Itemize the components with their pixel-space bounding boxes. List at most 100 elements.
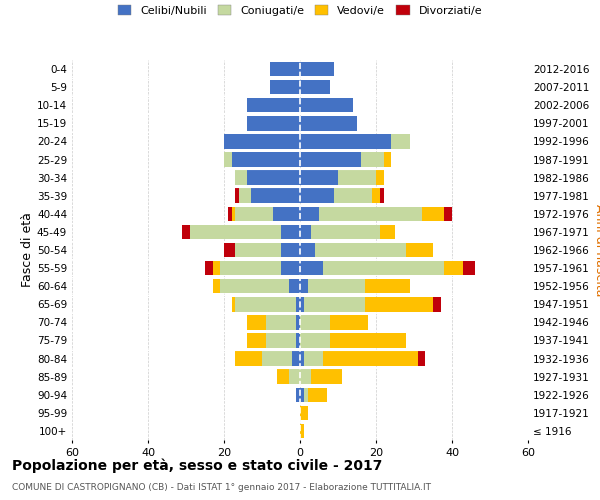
Bar	[300, 80, 331, 94]
Bar	[300, 424, 304, 438]
Bar	[228, 206, 232, 221]
Bar	[372, 188, 380, 203]
Bar	[224, 243, 235, 257]
Bar	[406, 243, 433, 257]
Bar	[304, 388, 308, 402]
Bar	[266, 315, 296, 330]
Bar	[300, 388, 304, 402]
Bar	[300, 297, 304, 312]
Bar	[296, 388, 300, 402]
Bar	[304, 297, 365, 312]
Bar	[232, 206, 235, 221]
Bar	[308, 388, 326, 402]
Bar	[445, 206, 452, 221]
Y-axis label: Anni di nascita: Anni di nascita	[593, 204, 600, 296]
Bar	[296, 315, 300, 330]
Bar	[292, 352, 300, 366]
Bar	[289, 370, 300, 384]
Bar	[212, 261, 220, 276]
Bar	[315, 243, 406, 257]
Bar	[338, 170, 376, 185]
Bar	[235, 297, 296, 312]
Bar	[289, 279, 300, 293]
Bar	[235, 352, 262, 366]
Bar	[235, 206, 274, 221]
Bar	[365, 279, 410, 293]
Bar	[251, 188, 300, 203]
Bar	[319, 206, 422, 221]
Bar	[383, 152, 391, 167]
Bar	[274, 206, 300, 221]
Bar	[300, 333, 331, 347]
Bar	[281, 261, 300, 276]
Bar	[300, 243, 315, 257]
Bar	[277, 370, 289, 384]
Bar	[391, 134, 410, 148]
Legend: Celibi/Nubili, Coniugati/e, Vedovi/e, Divorziati/e: Celibi/Nubili, Coniugati/e, Vedovi/e, Di…	[113, 0, 487, 20]
Bar	[224, 134, 300, 148]
Bar	[235, 170, 247, 185]
Bar	[304, 352, 323, 366]
Bar	[433, 297, 440, 312]
Bar	[300, 206, 319, 221]
Bar	[300, 98, 353, 112]
Bar	[445, 261, 463, 276]
Bar	[266, 333, 296, 347]
Bar	[220, 261, 281, 276]
Bar	[422, 206, 445, 221]
Bar	[296, 333, 300, 347]
Bar	[365, 297, 433, 312]
Bar	[376, 170, 383, 185]
Bar	[311, 370, 342, 384]
Bar	[380, 188, 383, 203]
Bar	[300, 224, 311, 239]
Bar	[300, 315, 331, 330]
Bar	[331, 333, 406, 347]
Bar	[331, 315, 368, 330]
Bar	[269, 62, 300, 76]
Bar	[239, 188, 251, 203]
Text: COMUNE DI CASTROPIGNANO (CB) - Dati ISTAT 1° gennaio 2017 - Elaborazione TUTTITA: COMUNE DI CASTROPIGNANO (CB) - Dati ISTA…	[12, 483, 431, 492]
Bar	[323, 352, 418, 366]
Bar	[300, 352, 304, 366]
Bar	[300, 188, 334, 203]
Bar	[247, 98, 300, 112]
Bar	[224, 152, 232, 167]
Bar	[300, 261, 323, 276]
Bar	[308, 279, 365, 293]
Bar	[247, 116, 300, 130]
Bar	[220, 279, 289, 293]
Text: Popolazione per età, sesso e stato civile - 2017: Popolazione per età, sesso e stato civil…	[12, 458, 382, 473]
Y-axis label: Fasce di età: Fasce di età	[21, 212, 34, 288]
Bar	[205, 261, 212, 276]
Bar	[247, 315, 266, 330]
Bar	[380, 224, 395, 239]
Bar	[281, 224, 300, 239]
Bar	[232, 297, 235, 312]
Bar	[300, 170, 338, 185]
Bar	[235, 243, 281, 257]
Bar	[300, 279, 308, 293]
Bar	[323, 261, 445, 276]
Bar	[311, 224, 380, 239]
Bar	[300, 370, 311, 384]
Bar	[247, 333, 266, 347]
Bar	[269, 80, 300, 94]
Bar	[281, 243, 300, 257]
Bar	[361, 152, 383, 167]
Bar	[212, 279, 220, 293]
Bar	[190, 224, 281, 239]
Bar	[300, 116, 357, 130]
Bar	[334, 188, 372, 203]
Bar	[300, 406, 308, 420]
Bar	[300, 134, 391, 148]
Bar	[262, 352, 292, 366]
Bar	[182, 224, 190, 239]
Bar	[235, 188, 239, 203]
Bar	[232, 152, 300, 167]
Bar	[418, 352, 425, 366]
Bar	[463, 261, 475, 276]
Bar	[296, 297, 300, 312]
Bar	[300, 62, 334, 76]
Bar	[247, 170, 300, 185]
